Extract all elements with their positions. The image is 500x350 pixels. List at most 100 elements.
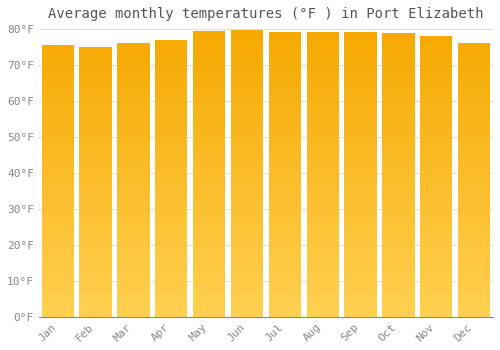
Bar [155,41,188,42]
Bar [420,157,452,159]
Bar [155,314,188,315]
Bar [42,265,74,266]
Bar [382,130,414,131]
Bar [42,138,74,140]
Bar [231,249,263,251]
Bar [155,195,188,196]
Bar [80,103,112,104]
Bar [344,200,376,202]
Bar [193,313,225,314]
Bar [231,266,263,268]
Bar [231,206,263,208]
Bar [118,146,150,147]
Bar [80,183,112,184]
Bar [382,233,414,235]
Bar [193,138,225,140]
Bar [344,135,376,137]
Bar [269,75,301,77]
Bar [118,265,150,266]
Bar [344,257,376,258]
Bar [458,219,490,220]
Bar [269,308,301,310]
Bar [458,151,490,153]
Bar [382,186,414,187]
Bar [80,308,112,310]
Bar [231,116,263,117]
Bar [155,111,188,112]
Bar [420,195,452,196]
Bar [382,118,414,120]
Bar [118,110,150,111]
Bar [193,52,225,54]
Bar [193,74,225,75]
Bar [344,215,376,216]
Bar [231,289,263,291]
Bar [306,287,339,288]
Bar [155,259,188,261]
Bar [42,216,74,218]
Bar [420,135,452,137]
Bar [231,281,263,282]
Bar [344,110,376,111]
Bar [193,272,225,274]
Bar [458,202,490,203]
Bar [231,291,263,292]
Bar [269,261,301,262]
Bar [42,276,74,278]
Bar [382,54,414,55]
Bar [458,199,490,200]
Bar [458,274,490,275]
Bar [306,54,339,55]
Bar [193,182,225,183]
Bar [420,82,452,84]
Bar [118,94,150,95]
Bar [193,59,225,61]
Bar [458,206,490,208]
Bar [231,187,263,189]
Bar [231,107,263,108]
Bar [118,153,150,154]
Bar [420,301,452,302]
Bar [458,103,490,104]
Bar [344,271,376,272]
Bar [231,294,263,295]
Bar [231,177,263,179]
Bar [193,169,225,170]
Bar [118,297,150,298]
Bar [80,108,112,110]
Bar [42,255,74,257]
Bar [42,244,74,245]
Bar [269,38,301,39]
Bar [155,183,188,184]
Bar [269,215,301,216]
Bar [155,278,188,279]
Bar [420,98,452,99]
Bar [80,56,112,58]
Bar [193,262,225,264]
Bar [420,84,452,85]
Bar [155,315,188,317]
Bar [231,98,263,99]
Bar [155,235,188,236]
Bar [382,242,414,244]
Bar [118,304,150,305]
Bar [382,104,414,105]
Bar [382,121,414,122]
Bar [306,157,339,159]
Bar [118,143,150,144]
Bar [80,228,112,229]
Bar [269,32,301,33]
Bar [306,133,339,134]
Bar [42,157,74,159]
Bar [42,150,74,151]
Bar [306,183,339,184]
Bar [344,92,376,94]
Bar [458,134,490,135]
Bar [269,233,301,235]
Bar [80,292,112,294]
Bar [306,49,339,51]
Bar [42,257,74,258]
Bar [458,61,490,62]
Bar [269,183,301,184]
Bar [231,192,263,193]
